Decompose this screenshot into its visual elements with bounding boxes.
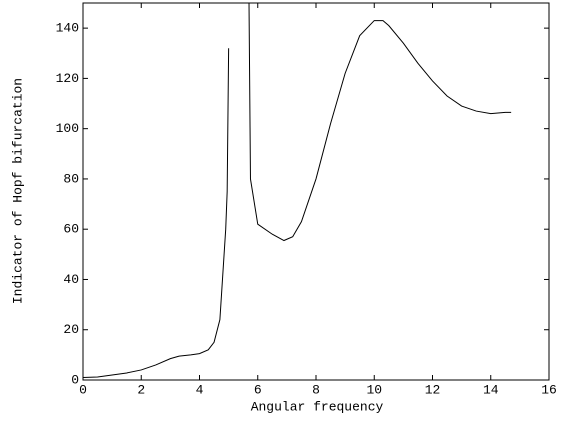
x-tick-label: 4 [196, 382, 204, 397]
x-tick-label: 12 [425, 382, 441, 397]
y-tick-label: 60 [63, 222, 79, 237]
y-tick-label: 20 [63, 322, 79, 337]
y-tick-label: 80 [63, 171, 79, 186]
y-tick-label: 120 [56, 71, 79, 86]
y-tick-label: 0 [71, 372, 79, 387]
x-tick-label: 2 [137, 382, 145, 397]
x-tick-label: 10 [366, 382, 382, 397]
x-tick-label: 14 [483, 382, 499, 397]
y-tick-label: 40 [63, 272, 79, 287]
y-axis-label: Indicator of Hopf bifurcation [10, 78, 25, 304]
x-tick-label: 0 [79, 382, 87, 397]
x-tick-label: 6 [254, 382, 262, 397]
plot-frame [82, 2, 550, 381]
x-axis-label: Angular frequency [251, 399, 384, 414]
x-tick-label: 8 [312, 382, 320, 397]
data-line [82, 2, 512, 378]
x-tick-label: 16 [541, 382, 557, 397]
y-tick-label: 140 [56, 21, 79, 36]
y-tick-label: 100 [56, 121, 79, 136]
